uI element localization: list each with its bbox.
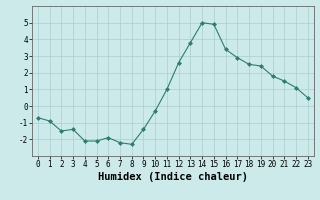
X-axis label: Humidex (Indice chaleur): Humidex (Indice chaleur) — [98, 172, 248, 182]
